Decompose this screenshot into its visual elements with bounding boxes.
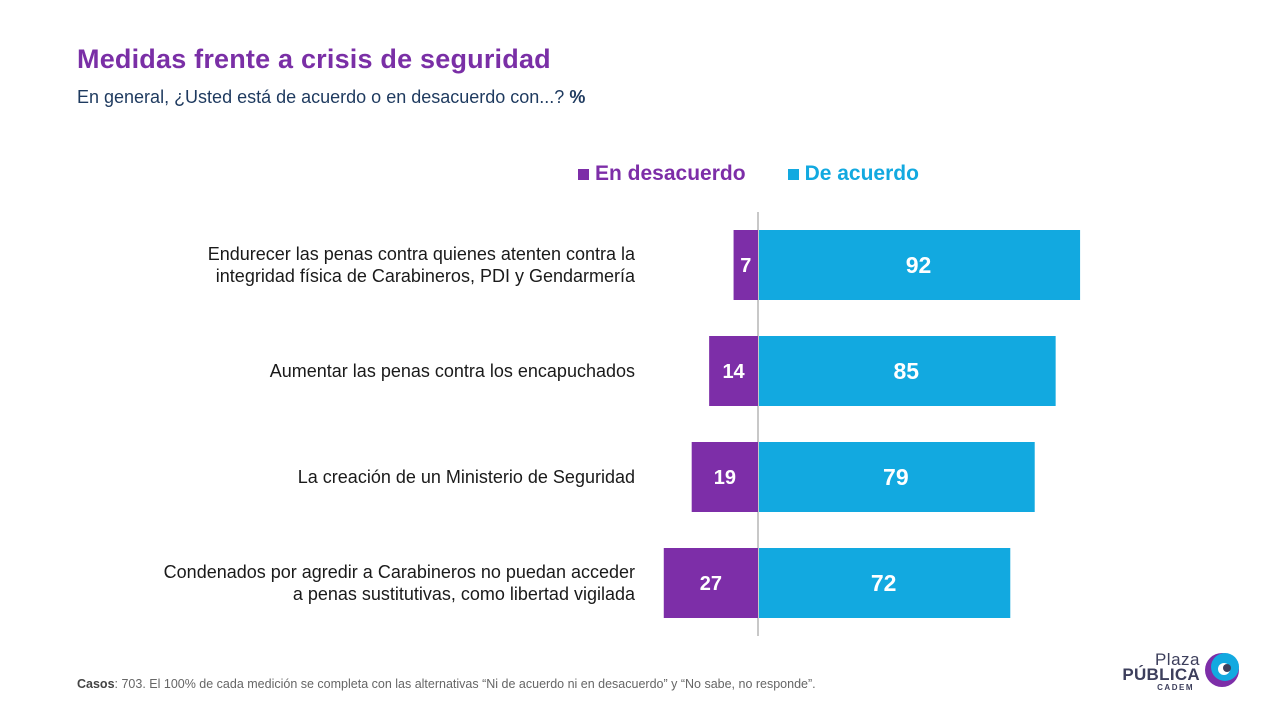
data-label-agree: 79	[883, 464, 909, 490]
bar-agree	[759, 336, 1056, 406]
legend-swatch-agree	[787, 168, 799, 180]
data-label-agree: 85	[894, 358, 920, 384]
data-label-disagree: 7	[740, 255, 751, 277]
data-label-agree: 92	[906, 252, 932, 278]
legend-swatch-disagree	[578, 168, 589, 180]
page-title: Medidas frente a crisis de seguridad	[77, 44, 551, 74]
subtitle-text: En general, ¿Usted está de acuerdo o en …	[77, 87, 565, 107]
logo-line3: CADEM	[1157, 683, 1194, 692]
footer-cases-label: Casos	[77, 677, 115, 691]
subtitle-unit: %	[569, 87, 586, 107]
data-label-disagree: 27	[700, 573, 722, 595]
legend-label-agree: De acuerdo	[804, 162, 919, 185]
bar-disagree	[709, 336, 758, 406]
bar-agree	[759, 442, 1035, 512]
page-subtitle: En general, ¿Usted está de acuerdo o en …	[77, 87, 585, 108]
legend-item-agree: De acuerdo	[787, 162, 919, 186]
footer-note: Casos: 703. El 100% de cada medición se …	[77, 677, 816, 691]
category-label: La creación de un Ministerio de Segurida…	[297, 467, 635, 487]
legend-label-disagree: En desacuerdo	[595, 162, 746, 185]
data-label-disagree: 14	[722, 361, 745, 383]
data-label-agree: 72	[871, 570, 897, 596]
category-label: Aumentar las penas contra los encapuchad…	[269, 361, 635, 381]
bar-disagree	[663, 548, 758, 618]
bar-disagree	[733, 230, 758, 300]
logo-mark-icon	[1205, 653, 1239, 687]
logo-line1: Plaza	[1154, 650, 1200, 669]
chart-legend: En desacuerdo De acuerdo	[578, 162, 919, 186]
plaza-publica-logo: Plaza PÚBLICA CADEM	[1122, 648, 1244, 694]
bar-disagree	[691, 442, 758, 512]
logo-line2: PÚBLICA	[1122, 665, 1200, 684]
bar-agree	[759, 230, 1081, 300]
footer-text: : 703. El 100% de cada medición se compl…	[114, 677, 816, 691]
category-label: Condenados por agredir a Carabineros no …	[163, 562, 635, 604]
category-label: Endurecer las penas contra quienes atent…	[207, 244, 635, 286]
bar-agree	[759, 548, 1011, 618]
legend-item-disagree: En desacuerdo	[578, 162, 746, 186]
data-label-disagree: 19	[714, 467, 736, 489]
